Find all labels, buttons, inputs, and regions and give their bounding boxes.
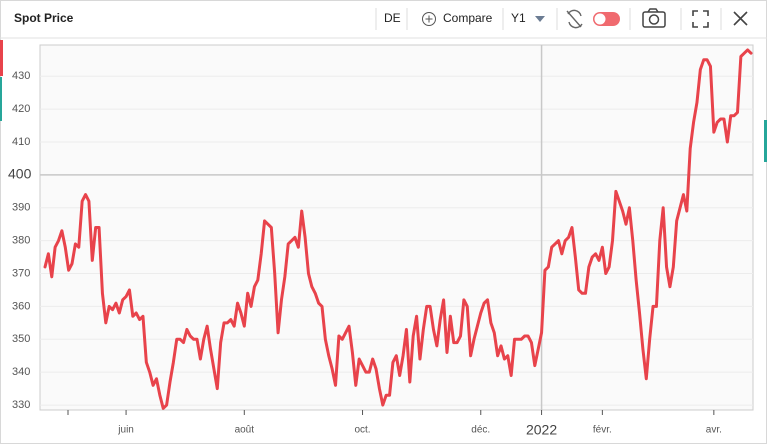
camera-icon xyxy=(642,11,666,28)
fullscreen-button[interactable] xyxy=(692,10,709,28)
camera-icon xyxy=(647,8,659,13)
y-tick-label: 340 xyxy=(12,366,30,378)
side-marker xyxy=(0,40,3,76)
camera-icon xyxy=(648,14,660,25)
y-tick-label: 350 xyxy=(12,333,30,345)
compare-button[interactable]: Compare xyxy=(422,11,493,26)
y-tick-label: 430 xyxy=(12,70,30,82)
x-tick-label: 2022 xyxy=(526,422,557,438)
widget-title: Spot Price xyxy=(14,11,74,25)
close-button[interactable] xyxy=(733,11,748,26)
y-tick-label: 400 xyxy=(8,166,32,182)
y-tick-label: 390 xyxy=(12,202,30,214)
y-tick-label: 370 xyxy=(12,267,30,279)
y-tick-label: 380 xyxy=(12,235,30,247)
plot-area xyxy=(39,44,754,411)
sync-icon xyxy=(566,9,583,29)
y-tick-label: 330 xyxy=(12,399,30,411)
toolbar: Spot Price DE Compare Y1 xyxy=(0,8,767,39)
axis-dropdown[interactable]: Y1 xyxy=(511,11,545,25)
snapshot-button[interactable] xyxy=(642,8,666,28)
x-tick-label: oct. xyxy=(354,425,370,436)
y-tick-label: 360 xyxy=(12,300,30,312)
y-tick-label: 410 xyxy=(12,136,30,148)
x-tick-label: août xyxy=(235,425,255,436)
side-marker xyxy=(764,120,767,162)
toggle-knob xyxy=(594,13,606,25)
price-line xyxy=(43,48,753,410)
compare-icon xyxy=(422,12,436,26)
x-tick-label: juin xyxy=(117,425,134,436)
sync-toggle[interactable] xyxy=(566,9,620,29)
region-button[interactable]: DE xyxy=(384,11,401,25)
x-tick-label: déc. xyxy=(471,425,490,436)
dropdown-arrow xyxy=(535,16,545,22)
axis-label: Y1 xyxy=(511,11,526,25)
compare-label: Compare xyxy=(443,11,493,25)
side-marker xyxy=(0,77,2,121)
y-tick-label: 420 xyxy=(12,103,30,115)
plot-layer: 330 340 350 360 370 380 390 400 410 420 430 juin aoû… xyxy=(8,45,753,438)
x-tick-label: févr. xyxy=(593,425,612,436)
compare-icon xyxy=(425,15,433,23)
x-tick-label: avr. xyxy=(706,425,722,436)
